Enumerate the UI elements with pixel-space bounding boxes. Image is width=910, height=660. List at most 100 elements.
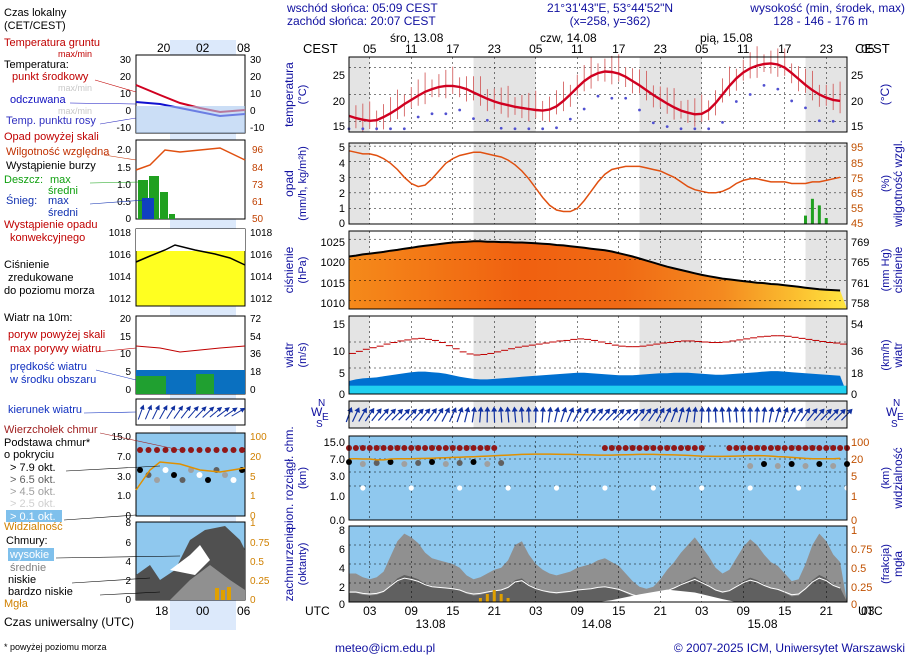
tick-right-precip: 75 <box>851 173 863 185</box>
cloud-top-dot <box>643 445 650 451</box>
fog-bar <box>485 594 489 602</box>
wind-arrow <box>377 408 389 421</box>
cloud-top-dot <box>373 445 380 451</box>
wind-arrow-head <box>390 408 396 415</box>
wind-arrow-head <box>576 407 582 414</box>
legend-low: niskie <box>8 574 36 586</box>
wind-arrow-head <box>811 408 818 415</box>
cloud-base-dot <box>360 485 366 491</box>
legend-pressure-tick: 1012 <box>109 294 132 305</box>
dew-point-dot <box>361 127 365 131</box>
legend-arrow-head <box>208 406 215 412</box>
legend-rain-bar <box>160 192 168 219</box>
footer-email[interactable]: meteo@icm.edu.pl <box>335 641 435 655</box>
legend-cover-tick: 0 <box>125 595 131 606</box>
legend-column: Czas lokalny (CET/CEST) 20 02 08 Tempera… <box>4 7 273 630</box>
wind-arrow <box>525 406 532 423</box>
utc-time-tick: 21 <box>820 604 834 618</box>
grid-text: (x=258, y=362) <box>570 14 651 28</box>
legend-cloud-top-dot <box>239 447 245 453</box>
wind-arrow-head <box>368 407 375 414</box>
legend-cover-tick: 6 <box>125 538 131 549</box>
cloud-top-dot <box>837 445 844 451</box>
legend-arrow-head <box>239 407 246 413</box>
dew-point-dot <box>721 120 724 124</box>
legend-snow-max: max <box>48 195 69 207</box>
wind-arrow-head <box>525 406 532 412</box>
wind-arrow-head <box>383 408 389 415</box>
wind-arrow <box>419 408 431 422</box>
dew-point-dot <box>679 127 683 131</box>
legend-gust-line <box>135 345 246 353</box>
wind-arrow <box>775 406 782 423</box>
legend-cloud-top: Wierzchołek chmur <box>4 424 98 436</box>
rain-bar <box>810 198 814 224</box>
cloud-top-dot <box>795 445 802 451</box>
tick-left-wind: 0 <box>339 389 345 401</box>
dew-point-dot <box>485 118 489 122</box>
legend-arrow-head <box>216 406 223 412</box>
cover-high-area <box>598 589 737 602</box>
legend-vis-tick: 5 <box>250 472 256 483</box>
night-band <box>473 143 536 224</box>
legend-o45: > 4.5 okt. <box>10 486 56 498</box>
legend-cloud-tick: 7.0 <box>117 452 131 463</box>
wind-arrow <box>464 406 471 423</box>
local-time-tick: 23 <box>654 42 668 56</box>
wind-arrow-head <box>611 408 618 415</box>
legend-pressure-tick-r: 1018 <box>250 228 273 239</box>
legend-gust-above: poryw powyżej skali <box>8 329 105 341</box>
cloud-top-dot <box>698 445 705 451</box>
cover-mid-area <box>349 533 847 602</box>
wind-arrow-head <box>639 408 645 415</box>
legend-precip-tick: 1.0 <box>117 180 131 191</box>
legend-wind-arrow <box>166 405 176 420</box>
wind-arrow <box>641 408 652 422</box>
legend-precip-tick: 1.5 <box>117 163 131 174</box>
wind-arrow-head <box>484 406 491 412</box>
wind-arrow-head <box>645 408 652 414</box>
wind-arrow <box>781 407 789 423</box>
pressure-area <box>349 241 847 309</box>
legend-utc-time: Czas uniwersalny (UTC) <box>4 615 134 629</box>
cloud-top-dot <box>636 445 643 451</box>
night-band <box>639 143 702 224</box>
legend-wind-arrow <box>137 404 145 420</box>
axis-unit-right-clouds: (km) <box>880 467 892 489</box>
legend-local-tick: 20 <box>157 41 171 55</box>
axis-label-right-precip: wilgotność wzgl. <box>891 140 905 228</box>
legend-cover-tick: 4 <box>125 557 131 568</box>
cloud-top-dot <box>802 445 809 451</box>
wind-arrow-head <box>652 407 658 414</box>
wind-arrow-head <box>719 406 726 412</box>
tick-left-cover: 4 <box>339 563 345 575</box>
legend-wind-tick: 10 <box>120 349 132 360</box>
legend-precip-tick: 0.5 <box>117 197 131 208</box>
wind-arrow <box>539 406 546 423</box>
legend-wind-arrow <box>159 405 168 420</box>
legend-cloud-top-dot <box>196 447 203 453</box>
legend-wind-fill-green <box>136 376 166 394</box>
legend-cover-tick: 2 <box>125 576 131 587</box>
legend-above-scale: Opad powyżej skali <box>4 131 99 143</box>
legend-pressure-top <box>136 229 245 251</box>
left-timezone: CEST <box>303 41 338 56</box>
legend-cloud-top-dot <box>230 447 237 453</box>
wind-arrow-head <box>451 407 457 413</box>
wind-arrow <box>371 408 382 422</box>
legend-wind-fill-green <box>196 374 214 394</box>
wind-arrow <box>579 407 589 422</box>
legend-temp-ticks: 30 20 10 0 -10 <box>117 55 132 134</box>
wind-arrow-head <box>597 408 604 415</box>
tick-right-wind: 18 <box>851 368 863 380</box>
legend-precip-ticks: 2.0 1.5 1.0 0.5 0 <box>117 145 131 225</box>
wind-arrow-head <box>354 407 360 414</box>
legend-cloud-base: Podstawa chmur* <box>4 437 91 449</box>
legend-fog-bar <box>221 590 225 600</box>
wind-arrow <box>518 406 525 423</box>
legend-temp-tick: 0 <box>125 106 131 117</box>
legend-temp-tick-r: 20 <box>250 72 262 83</box>
footer: * powyżej poziomu morza meteo@icm.edu.pl… <box>4 641 905 655</box>
cloud-top-dot <box>809 445 816 451</box>
legend-wind-title: Wiatr na 10m: <box>4 312 72 324</box>
